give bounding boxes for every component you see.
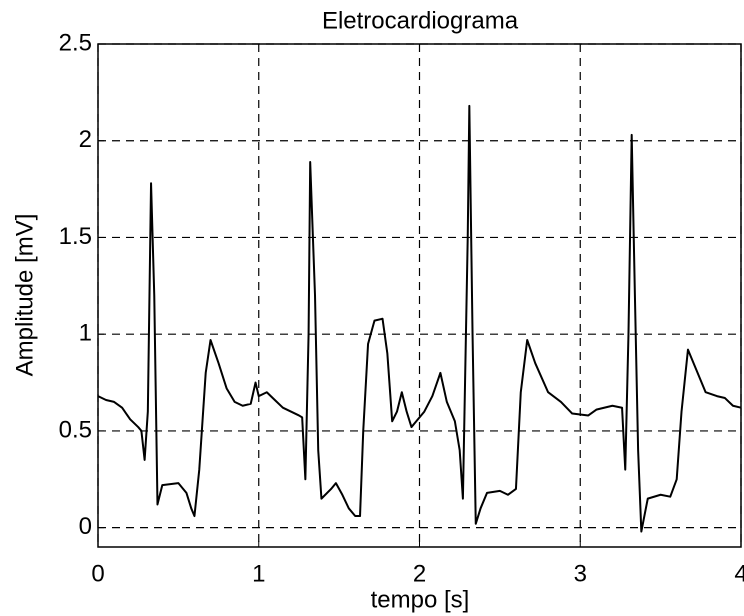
y-tick-label: 1 xyxy=(79,320,92,347)
x-tick-label: 2 xyxy=(413,560,426,587)
y-tick-label: 1.5 xyxy=(59,223,92,250)
chart-title: Eletrocardiograma xyxy=(322,7,519,34)
y-tick-label: 0 xyxy=(79,513,92,540)
x-axis-label: tempo [s] xyxy=(371,586,470,613)
y-tick-label: 2 xyxy=(79,126,92,153)
x-tick-label: 3 xyxy=(574,560,587,587)
y-tick-label: 2.5 xyxy=(59,29,92,56)
ecg-line xyxy=(97,104,742,533)
y-tick-label: 0.5 xyxy=(59,416,92,443)
y-axis-label: Amplitude [mV] xyxy=(11,214,38,377)
x-tick-label: 0 xyxy=(91,560,104,587)
x-tick-label: 4 xyxy=(734,560,744,587)
x-tick-label: 1 xyxy=(252,560,265,587)
plot-frame xyxy=(97,43,742,548)
